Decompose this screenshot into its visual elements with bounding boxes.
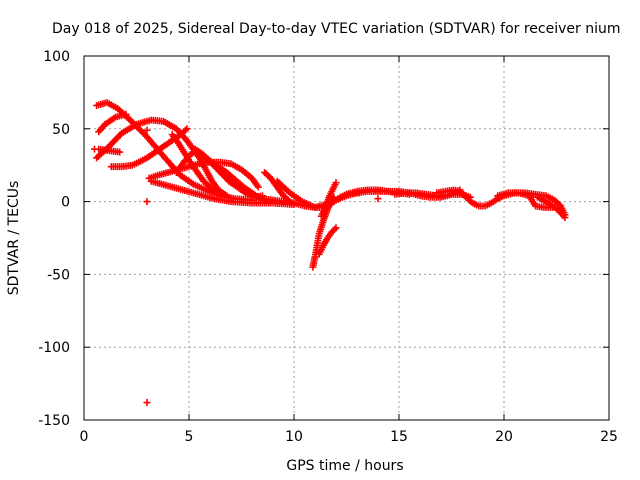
x-tick-label: 25 bbox=[600, 429, 618, 445]
data-point bbox=[143, 198, 151, 206]
data-point bbox=[561, 214, 569, 222]
x-tick-label: 15 bbox=[390, 429, 408, 445]
plot-frame bbox=[83, 55, 610, 421]
series-arc-3 bbox=[95, 110, 130, 136]
series-arc-8 bbox=[168, 131, 220, 197]
series-arc-16 bbox=[317, 179, 340, 220]
series-arc-21 bbox=[534, 193, 569, 222]
data-point bbox=[143, 399, 151, 407]
x-tick-label: 0 bbox=[80, 429, 89, 445]
tick-labels: 0 5 10 15 20 25 100 50 0 -50 -100 -150 bbox=[38, 49, 618, 445]
data-point bbox=[254, 183, 262, 191]
axis-ticks bbox=[83, 55, 610, 421]
y-tick-label: 0 bbox=[61, 195, 70, 211]
data-point bbox=[332, 224, 340, 232]
data-point bbox=[183, 125, 191, 133]
grid-lines bbox=[84, 56, 609, 420]
x-tick-label: 20 bbox=[495, 429, 513, 445]
data-point bbox=[286, 198, 294, 206]
data-point bbox=[116, 148, 124, 156]
data-point bbox=[212, 189, 220, 197]
y-tick-label: 100 bbox=[43, 49, 70, 65]
data-point bbox=[91, 145, 98, 153]
y-axis-label: SDTVAR / TECUs bbox=[6, 181, 22, 296]
data-point bbox=[374, 195, 382, 203]
series-arc-5 bbox=[107, 125, 191, 171]
data-point bbox=[143, 126, 151, 134]
y-tick-label: 50 bbox=[52, 122, 70, 138]
series-arc-12 bbox=[261, 168, 294, 206]
series-arc-14 bbox=[309, 193, 338, 271]
y-tick-label: -50 bbox=[47, 267, 70, 283]
series-arc-20 bbox=[494, 189, 556, 211]
y-tick-label: -100 bbox=[38, 340, 70, 356]
data-point bbox=[331, 225, 339, 233]
x-axis-label: GPS time / hours bbox=[286, 458, 403, 474]
data-point bbox=[122, 110, 130, 118]
x-tick-label: 5 bbox=[185, 429, 194, 445]
x-tick-label: 10 bbox=[285, 429, 303, 445]
series-arc-6 bbox=[145, 158, 262, 191]
data-points bbox=[91, 99, 569, 407]
series-outliers bbox=[91, 126, 382, 407]
data-point bbox=[332, 179, 340, 187]
y-tick-label: -150 bbox=[38, 413, 70, 429]
series-arc-15 bbox=[315, 224, 340, 258]
chart-title: Day 018 of 2025, Sidereal Day-to-day VTE… bbox=[52, 21, 621, 37]
